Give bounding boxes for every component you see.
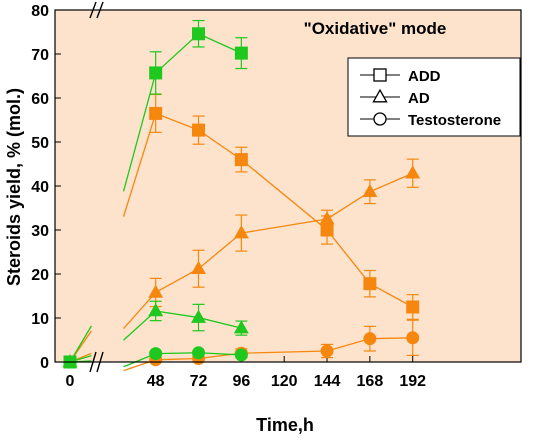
series-line	[155, 337, 413, 361]
chart-title: "Oxidative" mode	[304, 19, 447, 38]
data-point-triangle	[191, 260, 206, 275]
data-point-square	[192, 123, 206, 137]
series-line	[155, 112, 414, 308]
legend-entry-testosterone: Testosterone	[360, 112, 501, 129]
data-point-triangle	[233, 320, 249, 334]
series-ad-green	[62, 300, 249, 368]
data-point-triangle	[405, 165, 421, 179]
x-axis-label: Time,h	[256, 415, 314, 435]
y-tick-label: 70	[31, 47, 49, 64]
data-point-triangle	[191, 309, 206, 323]
data-point-square	[363, 277, 377, 291]
data-point-triangle	[362, 183, 378, 198]
legend-entry-add: ADD	[360, 68, 441, 85]
y-tick-label: 40	[31, 179, 49, 196]
y-tick-label: 80	[31, 3, 49, 20]
data-point-square	[149, 106, 163, 120]
y-tick-label: 60	[31, 91, 49, 108]
x-tick-label: 48	[147, 373, 165, 390]
data-point-circle	[320, 344, 334, 358]
data-point-triangle	[148, 303, 164, 317]
data-point-triangle	[148, 284, 164, 298]
data-point-square	[149, 66, 163, 80]
series-line-segment	[122, 72, 157, 192]
x-tick-label: 168	[357, 373, 384, 390]
y-tick-label: 10	[31, 311, 49, 328]
axis-break-line	[89, 351, 97, 373]
data-point-triangle	[233, 225, 249, 239]
y-tick-label: 30	[31, 223, 49, 240]
legend: ADD AD Testosterone	[347, 57, 521, 137]
axis-break-marks	[89, 1, 104, 373]
legend-entry-ad: AD	[360, 88, 430, 107]
data-point-circle	[234, 348, 248, 362]
x-tick-label: 72	[190, 373, 208, 390]
y-tick-label: 50	[31, 135, 49, 152]
legend-label: ADD	[408, 68, 441, 85]
data-point-square	[234, 46, 248, 60]
legend-label: Testosterone	[408, 112, 501, 129]
data-point-circle	[406, 331, 420, 345]
y-tick-label: 0	[40, 355, 49, 372]
axis-break-line	[96, 351, 104, 373]
series-line	[155, 172, 413, 294]
data-point-square	[192, 27, 206, 41]
x-tick-label: 120	[271, 373, 298, 390]
legend-marker-circle	[373, 112, 387, 126]
axis-break-line	[96, 1, 104, 19]
legend-label: AD	[408, 90, 430, 107]
x-tick-label: 144	[314, 373, 341, 390]
x-tick-label: 0	[66, 373, 75, 390]
y-axis-label: Steroids yield, % (mol.)	[4, 88, 24, 286]
series-line-segment	[123, 292, 157, 329]
axis-break-line	[89, 1, 97, 19]
plot-frame	[54, 9, 522, 363]
data-point-circle	[149, 347, 163, 361]
data-point-circle	[192, 346, 206, 360]
data-point-square	[406, 300, 420, 314]
data-point-circle	[363, 332, 377, 346]
y-tick-label: 20	[31, 267, 49, 284]
data-point-triangle	[319, 211, 335, 225]
data-point-square	[234, 153, 248, 167]
x-tick-label: 96	[232, 373, 250, 390]
axis-ticks: 0 10 20 30 40 50 60 70 80 0 48 72 96 120 144 168 192	[31, 3, 426, 390]
legend-marker-square	[373, 68, 387, 82]
series-line-segment	[122, 113, 157, 217]
x-tick-label: 192	[399, 373, 426, 390]
legend-marker-triangle	[372, 88, 388, 103]
